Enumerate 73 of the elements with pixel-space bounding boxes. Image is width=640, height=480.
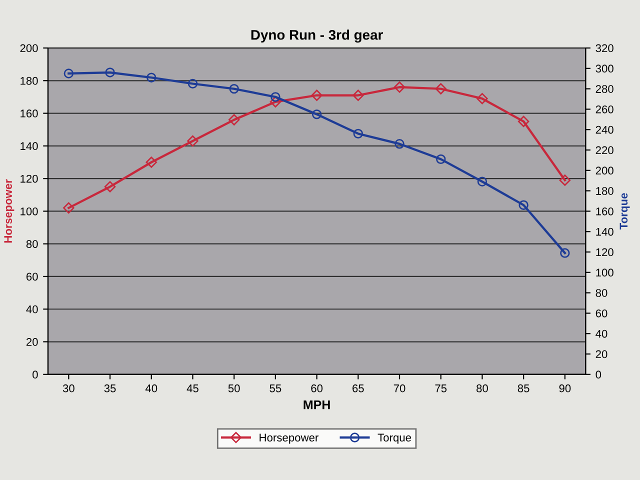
y2-tick-label: 300 [596,64,614,73]
legend-label: Torque [378,434,412,444]
point [352,90,364,101]
point [270,96,282,108]
y2-tick-label: 160 [596,207,614,216]
point [229,84,239,94]
x-axis-title: MPH [304,400,330,410]
point [518,200,528,210]
point [435,83,446,94]
y-axis-title: Horsepower [4,179,14,243]
point [311,90,322,101]
y2-tick-label: 120 [596,248,614,256]
point [436,154,446,164]
x-tick-label: 40 [145,384,158,392]
x-tick-label: 30 [62,384,74,392]
y2-tick-label: 140 [596,228,614,236]
point [560,248,570,258]
y2-tick-label: 180 [596,187,614,195]
point [105,68,115,78]
point [187,135,198,147]
x-tick-label: 70 [394,384,406,392]
point [188,78,198,89]
y-tick-label: 100 [20,207,38,216]
y-tick-label: 160 [20,110,38,118]
y2-tick-label: 200 [596,166,614,175]
y2-tick-label: 100 [596,268,614,277]
point [146,156,157,168]
y-tick-label: 80 [26,240,38,248]
y2-axis-title: Torque [620,193,630,230]
y2-tick-label: 40 [596,330,608,338]
point [476,92,488,104]
x-tick-label: 45 [186,384,198,392]
point [353,128,364,139]
y-tick-label: 40 [26,305,38,314]
point [104,181,116,192]
point [270,92,280,102]
x-tick-label: 85 [518,384,530,392]
point [312,109,322,120]
chart-title: Dyno Run - 3rd gear [251,30,383,43]
x-tick-label: 80 [476,384,488,392]
y2-tick-label: 80 [596,289,608,297]
y-tick-label: 0 [32,370,38,379]
y2-tick-label: 260 [596,105,614,114]
y-tick-label: 20 [26,338,38,346]
x-tick-label: 90 [559,384,571,392]
y2-tick-label: 220 [596,146,614,154]
y-tick-label: 180 [20,76,38,85]
point [64,68,74,78]
point [63,202,74,214]
y-tick-label: 200 [20,44,38,52]
y-tick-label: 120 [20,174,38,183]
y2-tick-label: 0 [596,370,602,379]
x-tick-label: 65 [352,384,364,392]
point [559,174,571,186]
x-tick-label: 75 [435,384,447,392]
y-tick-label: 140 [20,142,38,150]
y2-tick-label: 60 [596,309,608,318]
legend-label: Horsepower [260,434,318,444]
y2-tick-label: 240 [596,126,614,134]
x-tick-label: 35 [104,384,116,392]
y2-tick-label: 280 [596,85,614,93]
y-tick-label: 60 [26,272,38,281]
x-tick-label: 60 [311,384,323,392]
point [146,72,156,82]
y2-tick-label: 320 [596,44,614,52]
point [518,116,530,128]
y2-tick-label: 20 [596,350,608,358]
point [477,176,488,186]
x-tick-label: 50 [228,384,240,392]
x-tick-label: 55 [270,384,282,392]
point [228,114,240,126]
point [394,82,406,93]
point [394,139,404,149]
